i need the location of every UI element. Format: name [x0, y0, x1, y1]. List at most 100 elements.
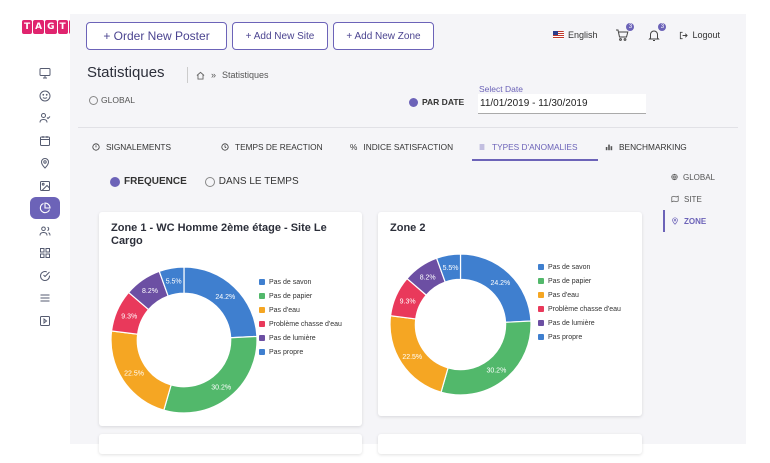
legend-item[interactable]: Pas propre [259, 345, 342, 359]
users-icon [39, 226, 51, 236]
legend-item[interactable]: Pas de papier [538, 274, 621, 288]
sidebar-item-map[interactable] [30, 152, 60, 174]
donut-slice[interactable] [158, 266, 185, 297]
donut-slice[interactable] [183, 266, 258, 339]
slice-value-label: 30.2% [486, 367, 506, 374]
donut-chart: 24.2% 30.2% 22.5% 9.3% 8.2% 5.5% [110, 266, 258, 414]
tab-types-anomalies[interactable]: TYPES D'ANOMALIES [478, 142, 578, 152]
scope-zone[interactable]: ZONE [663, 210, 715, 232]
tab-benchmarking[interactable]: BENCHMARKING [605, 142, 687, 152]
us-flag-icon [552, 31, 564, 39]
par-date-radio-option[interactable]: PAR DATE [409, 97, 464, 107]
slice-value-label: 22.5% [402, 354, 422, 361]
globe-icon [671, 173, 678, 181]
tagtag-logo[interactable]: T A G T A G [22, 20, 92, 34]
global-radio[interactable] [89, 95, 98, 105]
breadcrumb-current: Statistiques [222, 70, 269, 80]
par-date-label: PAR DATE [422, 97, 465, 107]
tab-signalements[interactable]: SIGNALEMENTS [92, 142, 171, 152]
chart-legend: Pas de savon Pas de papier Pas d'eau Problè… [259, 275, 342, 359]
scope-site[interactable]: SITE [663, 188, 715, 210]
donut-chart: 24.2% 30.2% 22.5% 9.3% 8.2% 5.5% [389, 253, 532, 396]
legend-item[interactable]: Pas propre [538, 330, 621, 344]
logout-button[interactable]: Logout [679, 30, 720, 40]
legend-label: Pas propre [269, 348, 304, 356]
legend-label: Pas de papier [269, 292, 313, 300]
slice-value-label: 9.3% [400, 299, 416, 306]
logo-letter: G [45, 20, 57, 34]
monitor-icon [39, 68, 51, 79]
sidebar-item-calendar[interactable] [30, 130, 60, 152]
donut-slice[interactable] [440, 320, 532, 396]
sidebar-item-monitor[interactable] [30, 62, 60, 84]
global-radio-option[interactable]: GLOBAL [89, 95, 135, 105]
notifications-button[interactable]: 3 [647, 23, 667, 42]
main-content: + Order New Poster + Add New Site + Add … [70, 14, 746, 454]
order-new-poster-button[interactable]: + Order New Poster [86, 22, 227, 50]
sidebar-item-grid[interactable] [30, 242, 60, 264]
sidebar-item-videos[interactable] [30, 310, 60, 332]
frequence-label: FREQUENCE [124, 176, 187, 187]
zone-chart-card-partial [99, 434, 362, 454]
sidebar-item-satisfaction[interactable] [30, 85, 60, 107]
tab-label: SIGNALEMENTS [106, 142, 172, 152]
user-check-icon [39, 113, 51, 123]
chart-title: Zone 2 [390, 222, 426, 234]
legend-item[interactable]: Problème chasse d'eau [259, 317, 342, 331]
legend-label: Pas de savon [548, 263, 591, 271]
add-new-zone-button[interactable]: + Add New Zone [333, 22, 434, 50]
sidebar-item-checks[interactable] [30, 265, 60, 287]
page-title: Statistiques [87, 64, 165, 81]
legend-item[interactable]: Pas de papier [259, 289, 342, 303]
legend-label: Pas de papier [548, 277, 592, 285]
chart-legend: Pas de savon Pas de papier Pas d'eau Problè… [538, 260, 621, 344]
frequence-option[interactable]: FREQUENCE [110, 176, 187, 187]
scope-label: GLOBAL [682, 172, 715, 182]
legend-item[interactable]: Pas de savon [538, 260, 621, 274]
sidebar-item-users-check[interactable] [30, 107, 60, 129]
pie-chart-icon [39, 202, 51, 214]
dans-le-temps-radio[interactable] [204, 176, 215, 187]
slice-value-label: 5.5% [443, 265, 459, 272]
sidebar-item-users[interactable] [30, 220, 60, 242]
legend-swatch [538, 264, 544, 270]
legend-item[interactable]: Problème chasse d'eau [538, 302, 621, 316]
percent-icon: % [350, 142, 358, 152]
legend-item[interactable]: Pas de savon [259, 275, 342, 289]
clock-icon [221, 143, 229, 151]
date-range-input[interactable]: 11/01/2019 - 11/30/2019 [478, 94, 646, 114]
cart-button[interactable]: 3 [615, 23, 635, 42]
language-label: English [567, 30, 598, 40]
legend-item[interactable]: Pas d'eau [259, 303, 342, 317]
legend-swatch [538, 320, 544, 326]
header-actions: English 3 3 Logout [552, 23, 720, 42]
dans-le-temps-option[interactable]: DANS LE TEMPS [204, 176, 299, 187]
legend-item[interactable]: Pas de lumière [259, 331, 342, 345]
frequence-radio[interactable] [110, 176, 120, 187]
legend-item[interactable]: Pas d'eau [538, 288, 621, 302]
list-icon [479, 144, 485, 150]
bell-icon [648, 30, 661, 41]
add-new-site-button[interactable]: + Add New Site [232, 22, 328, 50]
slice-value-label: 5.5% [166, 279, 182, 286]
donut-slice[interactable] [435, 253, 462, 283]
donut-slice[interactable] [459, 253, 532, 323]
language-selector[interactable]: English [552, 30, 598, 40]
logo-letter: T [57, 20, 68, 34]
tab-temps-de-reaction[interactable]: TEMPS DE REACTION [221, 142, 323, 152]
tab-indice-satisfaction[interactable]: % INDICE SATISFACTION [350, 142, 453, 152]
logout-icon [680, 31, 689, 39]
legend-label: Pas de savon [269, 278, 312, 286]
legend-swatch [259, 279, 265, 285]
scope-global[interactable]: GLOBAL [663, 166, 715, 188]
donut-slice[interactable] [163, 335, 258, 414]
sidebar-item-images[interactable] [30, 175, 60, 197]
par-date-radio[interactable] [409, 97, 418, 107]
sidebar-item-statistics[interactable] [30, 197, 60, 219]
legend-item[interactable]: Pas de lumière [538, 316, 621, 330]
home-icon[interactable] [196, 71, 205, 80]
sidebar-item-list[interactable] [30, 287, 60, 309]
legend-swatch [259, 335, 265, 341]
zone-chart-card: Zone 2 24.2% 30.2% 22.5% 9.3% 8.2% 5.5% Pas d… [378, 212, 642, 416]
legend-label: Problème chasse d'eau [548, 305, 621, 313]
